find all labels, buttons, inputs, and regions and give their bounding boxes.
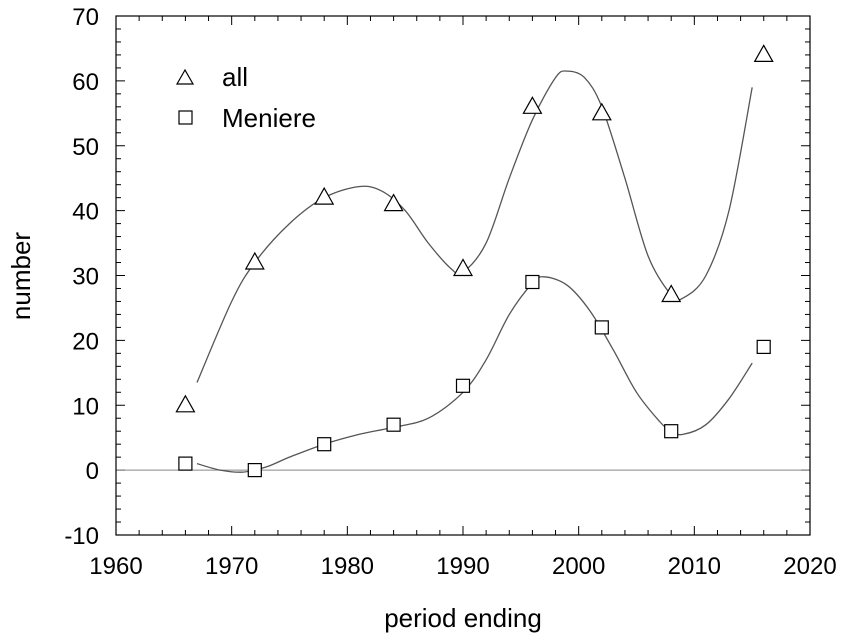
legend-square-marker — [178, 110, 193, 125]
x-tick-labels: 1960 1970 1980 1990 2000 2010 2020 — [89, 553, 836, 580]
y-tick-label: 10 — [72, 393, 99, 420]
y-tick-label: 30 — [72, 264, 99, 291]
legend: all Meniere — [175, 62, 316, 133]
point-all-2016 — [753, 44, 774, 63]
point-meniere-1996 — [525, 274, 540, 290]
point-all-1978 — [314, 186, 335, 205]
x-tick-label: 2020 — [783, 553, 836, 580]
point-meniere-2002 — [594, 320, 609, 335]
x-tick-label: 1960 — [89, 553, 142, 580]
y-tick-labels: -10 0 10 20 30 40 50 60 70 — [64, 4, 99, 550]
plot-frame — [115, 15, 811, 536]
y-tick-label: 50 — [72, 134, 99, 161]
y-tick-label: 60 — [72, 69, 99, 96]
point-meniere-1966 — [178, 456, 193, 471]
point-all-1990 — [452, 258, 474, 277]
point-meniere-1978 — [317, 437, 332, 452]
point-all-2002 — [591, 102, 612, 121]
y-tick-label: 70 — [72, 4, 99, 31]
y-tick-label: 0 — [86, 458, 99, 485]
x-axis-title: period ending — [384, 603, 542, 633]
y-tick-label: 20 — [72, 328, 99, 355]
point-meniere-1990 — [455, 378, 471, 393]
point-all-1996 — [522, 96, 543, 114]
legend-triangle-marker — [175, 68, 195, 85]
legend-label-all: all — [222, 62, 248, 92]
x-tick-label: 1980 — [321, 553, 374, 580]
legend-label-meniere: Meniere — [222, 103, 316, 133]
y-tick-label: 40 — [72, 199, 99, 226]
point-all-2008 — [661, 284, 682, 303]
point-meniere-1972 — [247, 463, 262, 478]
point-meniere-1984 — [386, 417, 401, 432]
point-meniere-2016 — [756, 339, 771, 354]
point-all-1972 — [244, 251, 265, 270]
y-tick-label: -10 — [64, 523, 99, 550]
point-meniere-2008 — [664, 424, 679, 439]
x-tick-label: 2010 — [668, 553, 721, 580]
point-all-1966 — [175, 394, 196, 413]
x-tick-label: 1970 — [205, 553, 258, 580]
x-tick-label: 2000 — [552, 553, 605, 580]
point-all-1984 — [383, 193, 404, 212]
legend-item-meniere: Meniere — [178, 103, 316, 133]
x-tick-label: 1990 — [436, 553, 489, 580]
fit-curve-meniere — [196, 276, 753, 473]
legend-item-all: all — [175, 62, 248, 92]
data-markers — [175, 44, 774, 478]
y-axis-title: number — [6, 232, 36, 320]
